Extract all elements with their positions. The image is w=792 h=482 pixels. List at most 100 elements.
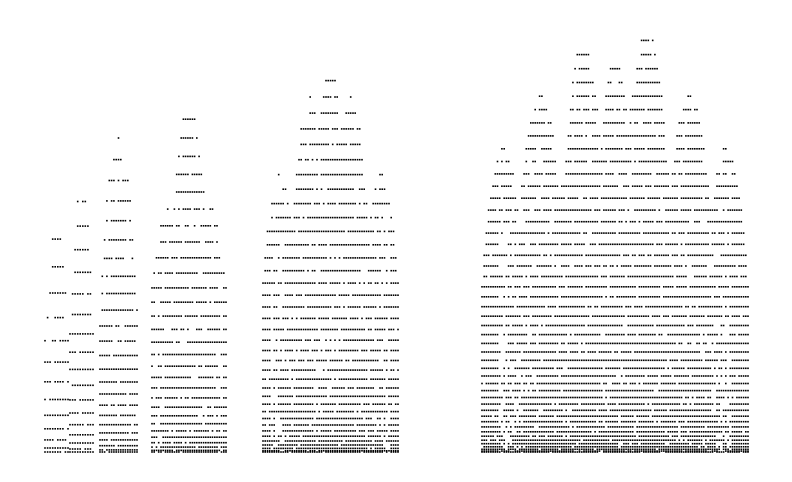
pattern-dot <box>549 351 552 353</box>
pattern-dot <box>747 375 749 377</box>
pattern-dot <box>311 403 314 405</box>
pattern-dot <box>166 387 169 389</box>
pattern-dot <box>649 446 652 448</box>
pattern-dot <box>665 446 667 448</box>
pattern-dot <box>131 439 134 441</box>
pattern-dot <box>108 444 111 447</box>
pattern-dot <box>316 202 318 205</box>
pattern-dot <box>214 365 216 367</box>
pattern-dot <box>354 378 356 380</box>
pattern-dot <box>727 389 729 392</box>
pattern-dot <box>110 309 113 311</box>
pattern-dot <box>372 257 374 259</box>
pattern-dot <box>394 294 397 296</box>
pattern-dot <box>191 365 194 367</box>
pattern-dot <box>352 447 354 450</box>
pattern-dot <box>592 403 594 405</box>
pattern-dot <box>667 431 669 433</box>
pattern-dot <box>643 403 645 405</box>
pattern-dot <box>365 387 368 389</box>
pattern-dot <box>202 257 205 259</box>
pattern-dot <box>298 435 300 437</box>
pattern-dot <box>120 439 122 441</box>
pattern-dot <box>318 230 320 233</box>
pattern-dot <box>284 451 287 453</box>
pattern-dot <box>510 446 512 448</box>
pattern-dot <box>631 451 634 453</box>
pattern-dot <box>483 351 485 353</box>
pattern-dot <box>87 248 89 251</box>
pattern-dot <box>587 415 590 417</box>
pattern-dot <box>311 188 314 190</box>
pattern-dot <box>151 341 153 343</box>
pattern-dot <box>567 431 570 433</box>
pattern-dot <box>733 448 736 451</box>
pattern-dot <box>347 230 350 233</box>
pattern-dot <box>268 244 271 246</box>
pattern-dot <box>365 257 368 259</box>
pattern-dot <box>733 451 736 453</box>
pattern-dot <box>157 365 160 367</box>
pattern-dot <box>282 417 284 420</box>
pattern-dot <box>268 269 271 272</box>
pattern-dot <box>338 294 341 296</box>
pattern-dot <box>113 381 115 383</box>
pattern-dot <box>101 354 104 357</box>
pattern-dot <box>747 448 749 451</box>
pattern-dot <box>722 359 725 362</box>
pattern-dot <box>74 248 76 251</box>
pattern-dot <box>189 430 191 432</box>
pattern-dot <box>207 436 209 438</box>
pattern-dot <box>658 389 661 392</box>
pattern-dot <box>707 415 709 417</box>
pattern-dot <box>643 431 645 433</box>
pattern-dot <box>327 128 329 130</box>
pattern-dot <box>82 368 84 371</box>
pattern-dot <box>74 351 76 353</box>
pattern-dot <box>309 378 311 380</box>
pattern-dot <box>494 420 497 423</box>
pattern-dot <box>694 351 696 353</box>
pattern-dot <box>205 441 207 444</box>
pattern-dot <box>329 112 332 114</box>
pattern-dot <box>660 415 663 417</box>
pattern-dot <box>304 403 307 405</box>
pattern-dot <box>383 447 386 450</box>
pattern-dot <box>151 451 153 453</box>
pattern-dot <box>616 448 618 451</box>
pattern-dot <box>175 451 178 453</box>
pattern-dot <box>338 387 341 389</box>
pattern-dot <box>131 451 134 453</box>
pattern-dot <box>687 382 689 385</box>
pattern-dot <box>46 361 49 363</box>
pattern-dot <box>563 382 565 385</box>
pattern-dot <box>103 423 106 426</box>
pattern-dot <box>738 375 740 377</box>
pattern-dot <box>157 341 160 343</box>
pattern-dot <box>742 389 745 392</box>
pattern-dot <box>302 216 305 219</box>
pattern-dot <box>82 248 84 251</box>
pattern-dot <box>325 417 327 420</box>
pattern-dot <box>223 446 225 448</box>
pattern-dot <box>733 426 736 428</box>
pattern-dot <box>207 241 209 243</box>
pattern-dot <box>514 367 517 370</box>
pattern-dot <box>392 450 395 452</box>
pattern-dot <box>284 387 287 389</box>
pattern-dot <box>543 451 545 453</box>
pattern-dot <box>379 202 381 205</box>
pattern-dot <box>627 396 630 399</box>
pattern-dot <box>205 387 207 389</box>
pattern-dot <box>567 389 570 392</box>
pattern-dot <box>99 423 101 426</box>
pattern-dot <box>578 435 581 437</box>
pattern-dot <box>182 415 185 417</box>
pattern-dot <box>516 446 519 448</box>
pattern-dot <box>738 403 740 405</box>
pattern-dot <box>700 409 703 412</box>
pattern-dot <box>698 403 700 405</box>
pattern-dot <box>494 415 497 417</box>
pattern-dot <box>561 446 563 448</box>
pattern-dot <box>663 448 665 451</box>
